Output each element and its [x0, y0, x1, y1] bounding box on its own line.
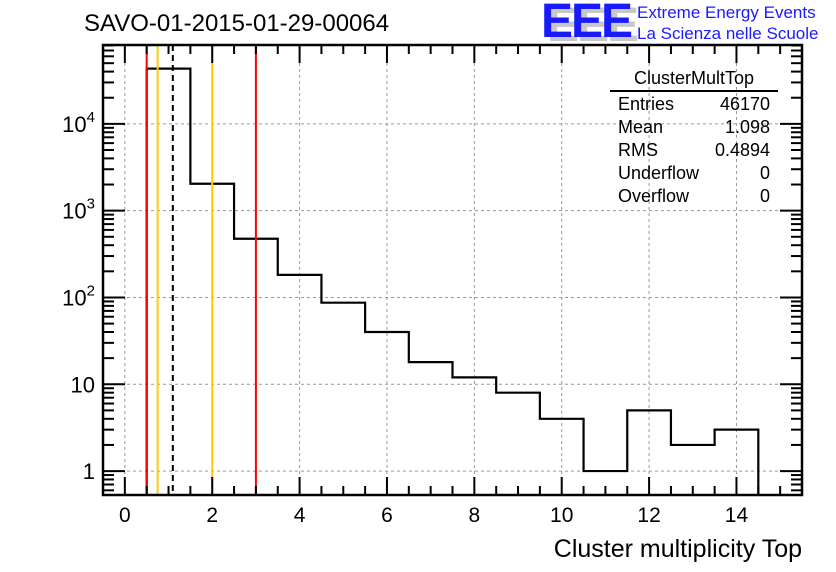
x-tick-label: 14	[725, 504, 749, 527]
y-tick-label: 103	[62, 196, 95, 224]
stats-value: 46170	[719, 94, 770, 114]
y-tick-base: 1	[83, 459, 95, 484]
stats-row-overflow: Overflow 0	[610, 185, 778, 208]
y-tick-base: 10	[62, 285, 86, 310]
x-tick-label: 0	[119, 504, 131, 527]
logo-text: Extreme Energy Events La Scienza nelle S…	[637, 2, 818, 44]
x-tick-label: 8	[469, 504, 481, 527]
y-tick-label: 104	[62, 109, 95, 137]
stats-row-underflow: Underflow 0	[610, 162, 778, 185]
stats-label: Entries	[618, 94, 675, 114]
stats-value: 0.4894	[714, 140, 770, 160]
y-tick-base: 10	[62, 199, 86, 224]
stats-row-mean: Mean 1.098	[610, 116, 778, 139]
stats-row-entries: Entries 46170	[610, 93, 778, 116]
stats-label: Overflow	[618, 186, 690, 206]
eee-logo: EEE	[541, 0, 633, 48]
y-tick-label: 1	[83, 459, 95, 484]
histogram-bin	[365, 332, 409, 495]
histogram-bin	[496, 393, 540, 495]
stats-label: Underflow	[618, 163, 700, 183]
logo-line2: La Scienza nelle Scuole	[637, 24, 819, 43]
logo-line1: Extreme Energy Events	[637, 3, 816, 22]
y-tick-exponent: 4	[87, 109, 95, 126]
x-tick-label: 10	[550, 504, 573, 527]
stats-value: 0	[759, 163, 770, 183]
histogram-bin	[321, 303, 365, 495]
stats-title: ClusterMultTop	[610, 68, 778, 92]
chart-title: SAVO-01-2015-01-29-00064	[84, 10, 390, 37]
x-axis-label: Cluster multiplicity Top	[553, 535, 802, 563]
histogram-bin	[409, 362, 453, 495]
stats-row-rms: RMS 0.4894	[610, 139, 778, 162]
histogram-bin	[147, 69, 191, 495]
stats-label: RMS	[618, 140, 658, 160]
histogram-line	[145, 67, 760, 495]
y-tick-label: 102	[62, 282, 95, 310]
logo-letters: EEE	[541, 0, 633, 48]
stats-box: ClusterMultTop Entries 46170 Mean 1.098 RM…	[610, 68, 778, 208]
histogram-bin	[278, 275, 322, 495]
y-tick-exponent: 3	[87, 196, 95, 213]
x-tick-label: 4	[294, 504, 306, 527]
x-tick-label: 6	[381, 504, 393, 527]
stats-label: Mean	[618, 117, 664, 137]
x-tick-label: 2	[206, 504, 218, 527]
stats-value: 0	[759, 186, 770, 206]
y-tick-exponent: 2	[87, 282, 95, 299]
x-tick-label: 12	[637, 504, 660, 527]
y-tick-base: 10	[71, 372, 95, 397]
y-tick-base: 10	[62, 112, 86, 137]
y-tick-label: 10	[71, 372, 95, 397]
stats-value: 1.098	[724, 117, 770, 137]
